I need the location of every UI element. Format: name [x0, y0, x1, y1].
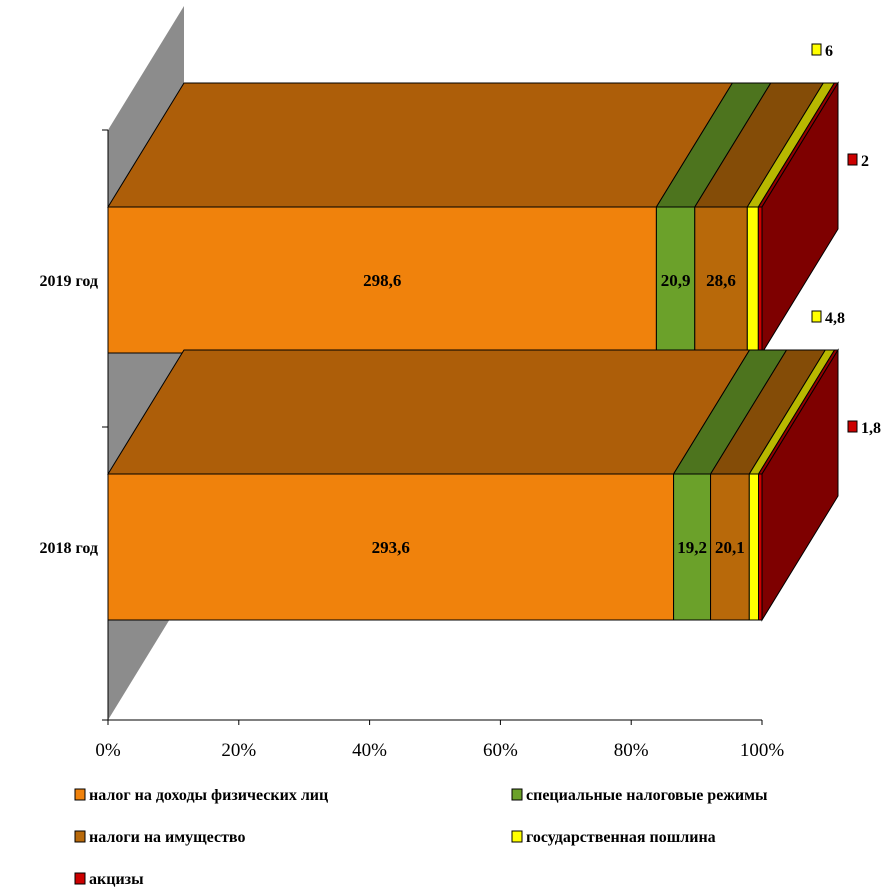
category-label: 2019 год	[40, 273, 99, 290]
x-tick-label: 100%	[740, 740, 785, 761]
legend-swatch	[511, 830, 523, 843]
data-label: 20,9	[661, 271, 691, 290]
bar	[746, 206, 759, 354]
legend-swatch	[511, 788, 523, 801]
data-label-marker	[847, 420, 858, 433]
data-label: 28,6	[706, 271, 736, 290]
x-tick-label: 80%	[614, 740, 649, 761]
data-label: 1,8	[861, 420, 881, 437]
legend-label: специальные налоговые режимы	[526, 787, 768, 804]
data-label: 6	[825, 43, 833, 60]
x-tick-label: 0%	[95, 740, 121, 761]
bar	[673, 473, 712, 621]
legend-label: государственная пошлина	[526, 829, 716, 846]
legend-label: налоги на имущество	[89, 829, 245, 846]
data-label-marker	[811, 310, 822, 323]
data-label: 20,1	[715, 538, 745, 557]
data-label: 4,8	[825, 310, 845, 327]
data-label-marker	[811, 43, 822, 56]
data-label: 293,6	[372, 538, 410, 557]
legend-label: акцизы	[89, 871, 144, 888]
x-tick-label: 60%	[483, 740, 518, 761]
bar-top-face	[107, 82, 734, 208]
data-label: 298,6	[363, 271, 401, 290]
bar	[107, 206, 657, 354]
data-label-marker	[847, 153, 858, 166]
legend-label: налог на доходы физических лиц	[89, 787, 328, 804]
legend-swatch	[74, 788, 86, 801]
data-label: 2	[861, 153, 869, 170]
x-tick-label: 20%	[221, 740, 256, 761]
bar	[748, 473, 760, 621]
bar-top-face	[107, 349, 751, 475]
data-label: 19,2	[677, 538, 707, 557]
legend-swatch	[74, 872, 86, 885]
category-label: 2018 год	[40, 540, 99, 557]
bar	[757, 206, 763, 354]
legend-swatch	[74, 830, 86, 843]
bar	[758, 473, 763, 621]
x-tick-label: 40%	[352, 740, 387, 761]
